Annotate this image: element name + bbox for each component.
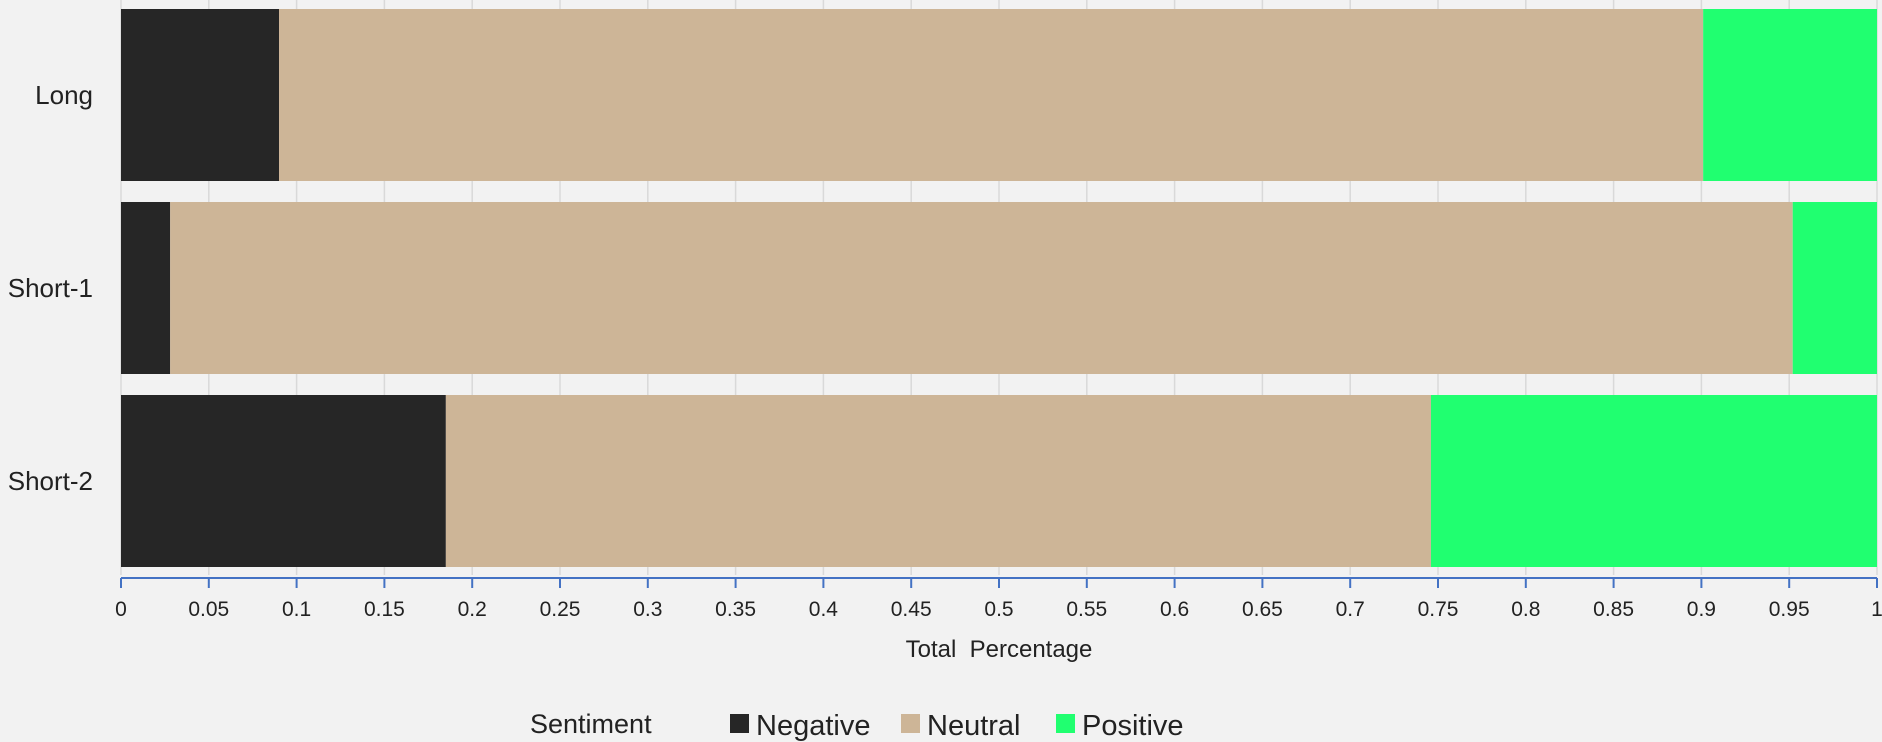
x-axis-title: Total Percentage: [906, 636, 1093, 663]
bar-neutral-short-2: [445, 395, 1431, 567]
x-tick-label: 0.25: [540, 598, 581, 621]
bars: [121, 9, 1877, 567]
category-labels: Long Short-1 Short-2: [8, 80, 93, 496]
x-tick-label: 0.15: [364, 598, 405, 621]
x-tick-label: 0.55: [1066, 598, 1107, 621]
x-tick-label: 0.65: [1242, 598, 1283, 621]
x-tick-label: 0.8: [1511, 598, 1540, 621]
x-tick-label: 0.95: [1769, 598, 1810, 621]
legend-label-positive: Positive: [1082, 710, 1184, 742]
x-tick-label: 0.5: [984, 598, 1013, 621]
bar-neutral-long: [279, 9, 1704, 181]
x-tick-label: 0.45: [891, 598, 932, 621]
legend: Sentiment Negative Neutral Positive: [530, 709, 1184, 742]
legend-label-neutral: Neutral: [927, 710, 1021, 742]
category-label: Long: [35, 80, 93, 110]
bar-positive-long: [1703, 9, 1877, 181]
x-tick-label: 0.35: [715, 598, 756, 621]
category-label: Short-2: [8, 466, 93, 496]
legend-swatch-negative: [730, 714, 749, 733]
bar-negative-long: [121, 9, 280, 181]
x-tick-label: 0.1: [282, 598, 311, 621]
x-tick-label: 0.3: [633, 598, 662, 621]
x-tick-label: 0.4: [809, 598, 839, 621]
x-tick-label: 0.6: [1160, 598, 1189, 621]
x-tick-label: 0.85: [1593, 598, 1634, 621]
x-tick-label: 0.05: [188, 598, 229, 621]
x-tick-label: 0.2: [458, 598, 487, 621]
legend-label-negative: Negative: [756, 710, 870, 742]
bar-negative-short-1: [121, 202, 171, 374]
legend-swatch-positive: [1056, 714, 1075, 733]
bar-neutral-short-1: [170, 202, 1793, 374]
category-label: Short-1: [8, 273, 93, 303]
x-tick-label: 0.75: [1418, 598, 1459, 621]
x-tick-label: 0: [115, 598, 127, 621]
x-tick-label: 1: [1871, 598, 1882, 621]
bar-negative-short-2: [121, 395, 446, 567]
bar-positive-short-1: [1792, 202, 1877, 374]
legend-title: Sentiment: [530, 709, 652, 739]
x-tick-label: 0.9: [1687, 598, 1716, 621]
x-tick-label: 0.7: [1336, 598, 1365, 621]
bar-positive-short-2: [1430, 395, 1877, 567]
x-axis: 0 0.05 0.1 0.15 0.2 0.25 0.3 0.35 0.4 0.45 0.5 0.55…: [115, 577, 1882, 621]
legend-swatch-neutral: [901, 714, 920, 733]
